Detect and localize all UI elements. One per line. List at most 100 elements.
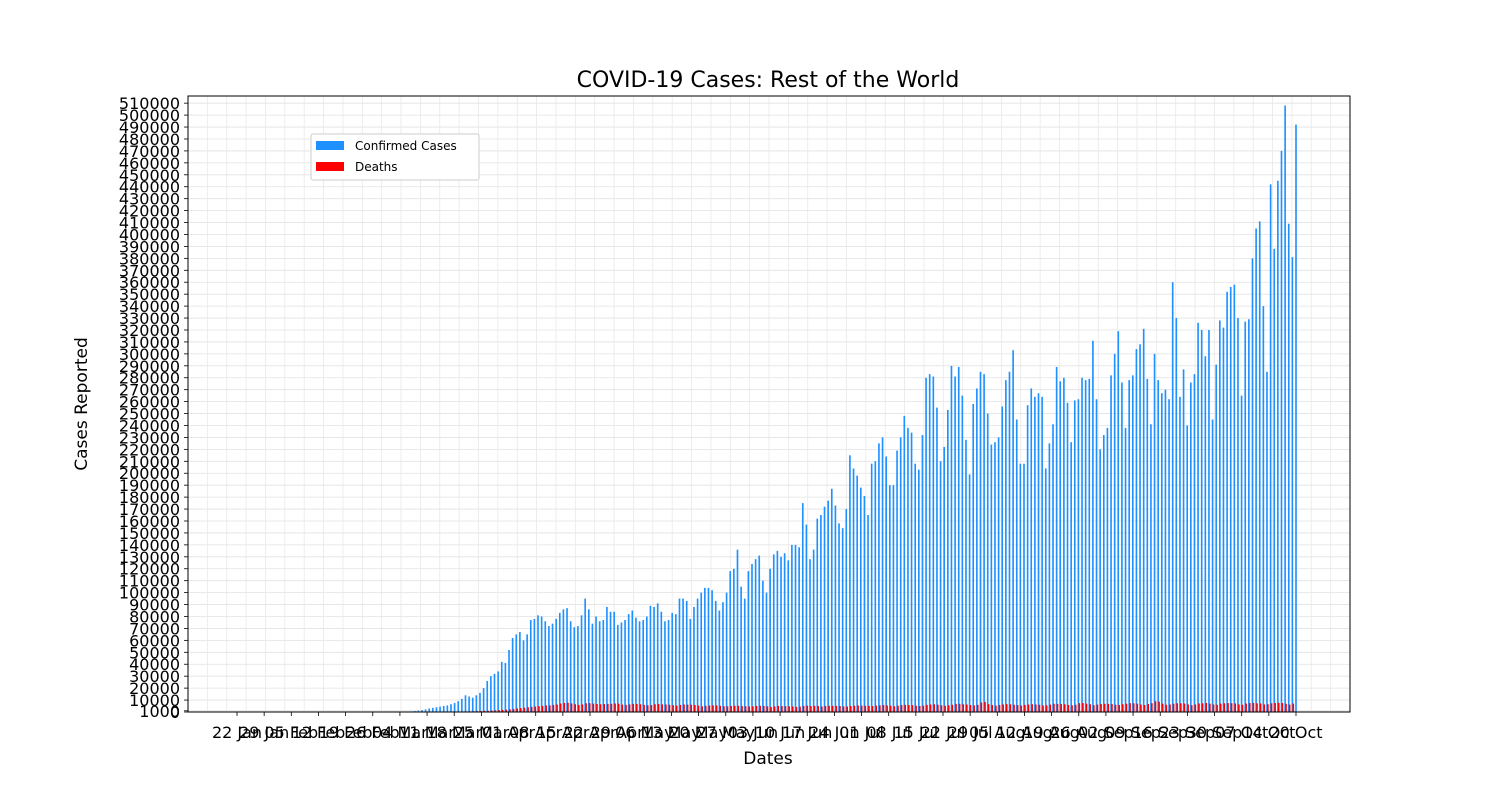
bar-confirmed bbox=[690, 619, 692, 712]
bar-confirmed bbox=[838, 523, 840, 712]
bar-confirmed bbox=[780, 557, 782, 712]
bar-deaths bbox=[1028, 704, 1030, 712]
bar-confirmed bbox=[1161, 393, 1163, 712]
bar-confirmed bbox=[737, 550, 739, 712]
bar-deaths bbox=[908, 705, 910, 712]
bar-deaths bbox=[763, 706, 765, 712]
bar-deaths bbox=[1035, 704, 1037, 712]
bar-confirmed bbox=[544, 621, 546, 712]
bar-deaths bbox=[1224, 703, 1226, 712]
bar-confirmed bbox=[479, 693, 481, 712]
bar-confirmed bbox=[824, 507, 826, 712]
bar-confirmed bbox=[1038, 393, 1040, 712]
bar-confirmed bbox=[519, 632, 521, 712]
bar-confirmed bbox=[798, 547, 800, 712]
bar-deaths bbox=[941, 705, 943, 712]
bar-deaths bbox=[756, 706, 758, 712]
bar-deaths bbox=[828, 706, 830, 712]
bar-confirmed bbox=[472, 698, 474, 712]
bar-deaths bbox=[959, 704, 961, 712]
bar-confirmed bbox=[1110, 375, 1112, 712]
bar-confirmed bbox=[1277, 181, 1279, 712]
bar-deaths bbox=[730, 706, 732, 712]
bar-deaths bbox=[1216, 705, 1218, 712]
bar-confirmed bbox=[646, 616, 648, 712]
bar-confirmed bbox=[998, 437, 1000, 712]
bar-confirmed bbox=[1237, 318, 1239, 712]
bar-deaths bbox=[1166, 705, 1168, 712]
bar-confirmed bbox=[1208, 330, 1210, 712]
bar-confirmed bbox=[751, 564, 753, 712]
bar-confirmed bbox=[610, 612, 612, 712]
bar-confirmed bbox=[896, 451, 898, 712]
bar-confirmed bbox=[599, 621, 601, 712]
bar-deaths bbox=[1144, 705, 1146, 712]
bar-confirmed bbox=[1099, 449, 1101, 712]
bar-deaths bbox=[549, 705, 551, 712]
bar-deaths bbox=[814, 706, 816, 712]
bar-confirmed bbox=[1219, 320, 1221, 712]
bar-confirmed bbox=[584, 599, 586, 712]
bar-confirmed bbox=[1081, 378, 1083, 712]
bar-confirmed bbox=[766, 593, 768, 712]
bar-confirmed bbox=[570, 621, 572, 712]
bar-deaths bbox=[1140, 704, 1142, 712]
bar-confirmed bbox=[1001, 406, 1003, 712]
bar-confirmed bbox=[1270, 184, 1272, 712]
bar-confirmed bbox=[1096, 399, 1098, 712]
bar-deaths bbox=[962, 704, 964, 712]
bar-confirmed bbox=[976, 388, 978, 712]
bar-deaths bbox=[857, 705, 859, 712]
legend: Confirmed Cases Deaths bbox=[311, 134, 479, 180]
bar-deaths bbox=[542, 706, 544, 712]
bar-deaths bbox=[531, 707, 533, 712]
bar-confirmed bbox=[726, 593, 728, 712]
bar-confirmed bbox=[885, 457, 887, 712]
bar-confirmed bbox=[744, 599, 746, 712]
bar-deaths bbox=[1249, 703, 1251, 712]
bar-confirmed bbox=[486, 681, 488, 712]
bar-confirmed bbox=[624, 620, 626, 712]
bar-deaths bbox=[872, 706, 874, 712]
bar-confirmed bbox=[813, 550, 815, 712]
bar-deaths bbox=[1024, 705, 1026, 712]
bar-deaths bbox=[926, 705, 928, 712]
bar-deaths bbox=[1245, 704, 1247, 712]
bar-confirmed bbox=[439, 707, 441, 712]
bar-confirmed bbox=[1226, 292, 1228, 712]
bar-deaths bbox=[1031, 704, 1033, 712]
bar-confirmed bbox=[1266, 372, 1268, 712]
bar-confirmed bbox=[893, 485, 895, 712]
bar-deaths bbox=[897, 706, 899, 712]
bar-confirmed bbox=[987, 414, 989, 712]
bar-confirmed bbox=[559, 613, 561, 712]
bar-deaths bbox=[973, 705, 975, 712]
bar-confirmed bbox=[1281, 151, 1283, 712]
bar-confirmed bbox=[515, 634, 517, 712]
bar-deaths bbox=[560, 703, 562, 712]
bar-deaths bbox=[1176, 703, 1178, 712]
bar-confirmed bbox=[664, 621, 666, 712]
bar-deaths bbox=[698, 706, 700, 712]
bar-confirmed bbox=[635, 618, 637, 712]
bar-deaths bbox=[999, 705, 1001, 712]
bar-deaths bbox=[868, 706, 870, 712]
bar-confirmed bbox=[639, 621, 641, 712]
bar-confirmed bbox=[864, 496, 866, 712]
bar-deaths bbox=[1220, 704, 1222, 712]
bar-deaths bbox=[1289, 705, 1291, 712]
bar-confirmed bbox=[1176, 318, 1178, 712]
bar-confirmed bbox=[675, 614, 677, 712]
bar-deaths bbox=[687, 705, 689, 712]
bar-confirmed bbox=[907, 428, 909, 712]
bar-deaths bbox=[1046, 705, 1048, 712]
bar-confirmed bbox=[668, 620, 670, 712]
bar-confirmed bbox=[555, 619, 557, 712]
bar-confirmed bbox=[860, 488, 862, 712]
bar-deaths bbox=[1267, 704, 1269, 712]
bar-deaths bbox=[727, 706, 729, 712]
bar-deaths bbox=[839, 706, 841, 712]
bar-deaths bbox=[1162, 704, 1164, 712]
bar-confirmed bbox=[882, 437, 884, 712]
bar-confirmed bbox=[1103, 435, 1105, 712]
